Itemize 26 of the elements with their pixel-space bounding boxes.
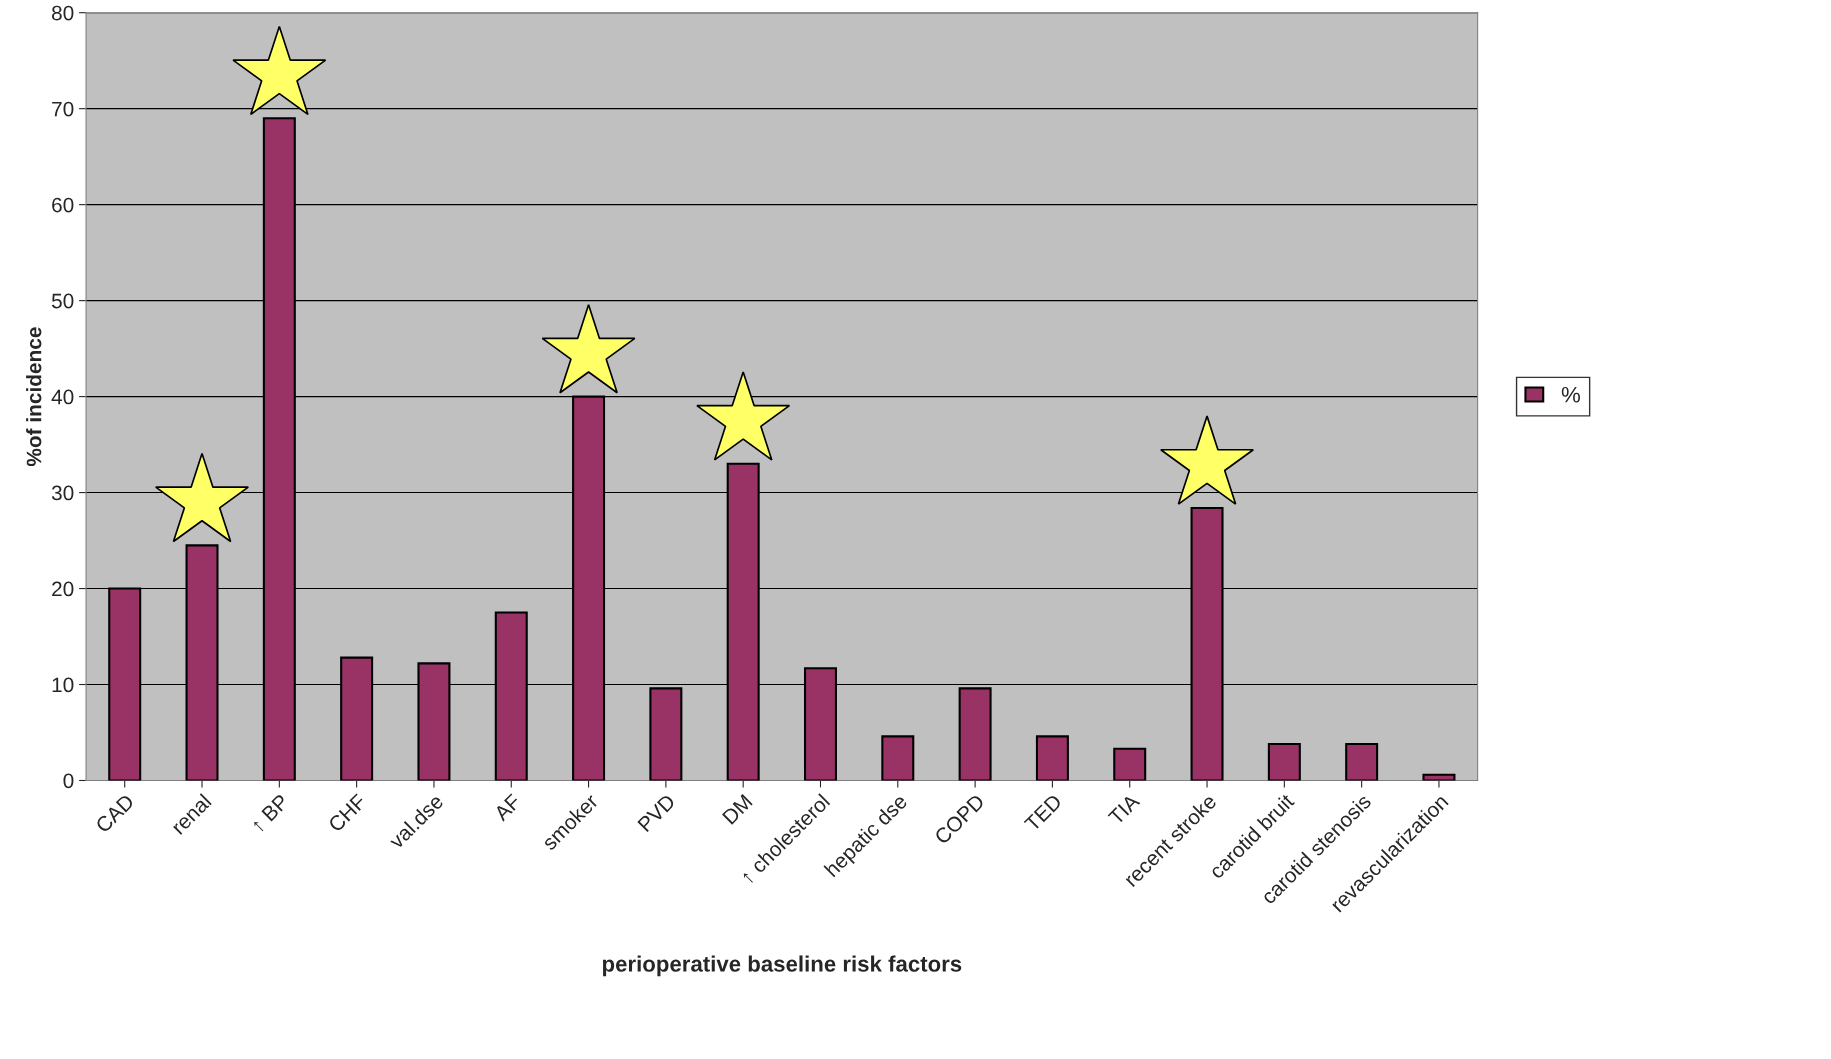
x-axis-title: perioperative baseline risk factors bbox=[602, 955, 962, 977]
bar bbox=[649, 687, 683, 781]
bar bbox=[1267, 742, 1301, 781]
bar bbox=[881, 735, 915, 781]
bar bbox=[958, 687, 992, 781]
x-tick-label: AF bbox=[493, 793, 522, 822]
x-tick-label: CAD bbox=[94, 793, 135, 834]
y-tick-label: 50 bbox=[51, 293, 74, 309]
y-axis-title: %of incidence bbox=[26, 327, 42, 467]
x-tick-label: TED bbox=[1023, 793, 1063, 833]
x-tick-label: TIA bbox=[1107, 792, 1141, 826]
y-tick-label: 70 bbox=[52, 101, 74, 117]
bar bbox=[1113, 747, 1147, 781]
bar bbox=[1345, 742, 1379, 781]
x-tick-label: ↑ BP bbox=[250, 793, 290, 833]
legend-label: % bbox=[1561, 386, 1580, 403]
y-tick-label: 10 bbox=[52, 677, 74, 693]
bar bbox=[1422, 773, 1456, 781]
bar bbox=[1035, 735, 1069, 781]
y-tick-label: 0 bbox=[63, 773, 74, 789]
y-tick-label: 20 bbox=[52, 581, 74, 597]
y-tick-label: 40 bbox=[51, 389, 74, 405]
y-tick-label: 30 bbox=[51, 485, 74, 501]
y-tick-label: 60 bbox=[52, 197, 74, 213]
y-tick-label: 80 bbox=[51, 5, 74, 21]
x-tick-label: DM bbox=[722, 794, 753, 825]
